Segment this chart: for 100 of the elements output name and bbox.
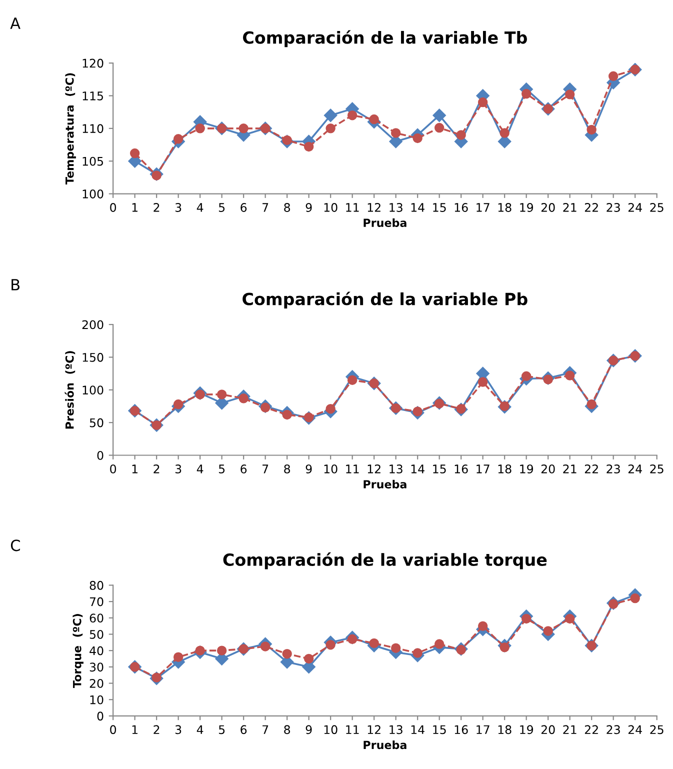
- y-tick-label: 200: [82, 320, 104, 330]
- x-tick-label: 2: [154, 203, 160, 212]
- x-tick-label: 13: [390, 203, 402, 212]
- y-axis-title: Temperatura (ºC): [65, 73, 76, 184]
- y-tick-label: 40: [90, 646, 104, 656]
- x-tick-label: 13: [390, 464, 402, 474]
- x-tick-label: 9: [306, 725, 312, 734]
- x-tick-label: 4: [196, 464, 204, 474]
- y-tick-label: 60: [90, 614, 104, 623]
- x-tick-label: 25: [650, 725, 664, 734]
- x-tick-label: 3: [175, 725, 182, 734]
- x-tick-label: 17: [476, 725, 490, 734]
- x-tick-label: 10: [324, 464, 338, 474]
- x-tick-label: 3: [175, 464, 182, 474]
- y-tick-label: 50: [90, 630, 104, 639]
- x-tick-label: 20: [541, 464, 555, 474]
- y-tick-label: 80: [90, 580, 104, 590]
- x-tick-label: 6: [240, 203, 247, 212]
- x-tick-label: 19: [520, 725, 534, 734]
- text: B: [12, 279, 20, 290]
- x-tick-label: 18: [498, 464, 512, 474]
- x-tick-label: 14: [411, 203, 424, 212]
- x-tick-label: 1: [132, 203, 138, 212]
- x-tick-label: 20: [541, 725, 555, 734]
- x-tick-label: 0: [110, 725, 116, 734]
- x-tick-label: 21: [563, 725, 576, 734]
- x-tick-label: 15: [433, 464, 446, 474]
- x-tick-label: 0: [110, 464, 116, 474]
- x-tick-label: 17: [476, 464, 490, 474]
- x-tick-label: 6: [240, 464, 247, 474]
- x-tick-label: 5: [218, 203, 225, 212]
- x-tick-label: 10: [324, 203, 338, 212]
- y-tick-label: 150: [82, 352, 104, 362]
- x-tick-label: 2: [154, 464, 160, 474]
- x-tick-label: 14: [411, 464, 424, 474]
- text: C: [10, 540, 20, 552]
- x-tick-label: 9: [306, 464, 312, 474]
- x-tick-label: 1: [132, 725, 138, 734]
- x-tick-label: 12: [368, 464, 380, 474]
- x-axis-title: Prueba: [364, 480, 406, 488]
- x-tick-label: 9: [306, 203, 312, 212]
- y-tick-label: 10: [90, 695, 104, 704]
- x-tick-label: 15: [433, 725, 446, 734]
- x-tick-label: 16: [454, 725, 468, 734]
- x-axis-title: Prueba: [364, 740, 406, 750]
- y-tick-label: 50: [90, 418, 104, 428]
- x-tick-label: 17: [476, 203, 490, 212]
- x-tick-label: 4: [196, 203, 204, 212]
- y-axis-title: Torque (ºC): [72, 614, 84, 688]
- x-tick-label: 11: [346, 203, 359, 212]
- x-tick-label: 16: [454, 464, 468, 474]
- x-tick-label: 10: [324, 725, 338, 734]
- x-axis-title: Prueba: [364, 218, 406, 228]
- y-tick-label: 100: [82, 190, 104, 198]
- x-tick-label: 25: [650, 464, 664, 474]
- x-tick-label: 14: [411, 725, 424, 734]
- y-tick-label: 120: [82, 58, 104, 68]
- x-tick-label: 16: [454, 203, 468, 212]
- x-tick-label: 2: [154, 725, 160, 734]
- x-tick-label: 11: [346, 725, 359, 734]
- x-tick-label: 7: [262, 203, 268, 212]
- chart-title: Comparación de la variable Tb: [243, 30, 527, 48]
- x-tick-label: 5: [218, 464, 225, 474]
- text: A: [10, 18, 20, 29]
- x-tick-label: 1: [132, 464, 138, 474]
- x-tick-label: 13: [390, 725, 402, 734]
- x-tick-label: 5: [218, 725, 225, 734]
- x-tick-label: 15: [433, 203, 446, 212]
- y-tick-label: 100: [82, 386, 104, 395]
- x-tick-label: 24: [628, 464, 642, 474]
- x-tick-label: 22: [584, 464, 598, 474]
- x-tick-label: 6: [240, 725, 247, 734]
- x-tick-label: 21: [563, 203, 576, 212]
- y-tick-label: 110: [82, 124, 104, 134]
- y-tick-label: 30: [90, 662, 104, 672]
- x-tick-label: 8: [284, 203, 290, 212]
- x-tick-label: 23: [606, 464, 620, 474]
- y-tick-label: 0: [97, 450, 104, 460]
- x-tick-label: 3: [175, 203, 182, 212]
- x-tick-label: 19: [520, 464, 534, 474]
- x-tick-label: 20: [541, 203, 555, 212]
- x-tick-label: 25: [650, 203, 664, 212]
- x-tick-label: 7: [262, 464, 268, 474]
- y-tick-label: 0: [97, 712, 104, 721]
- x-tick-label: 8: [284, 725, 290, 734]
- chart-title: Comparación de la variable torque: [223, 552, 547, 570]
- x-tick-label: 7: [262, 725, 268, 734]
- x-tick-label: 23: [606, 725, 620, 734]
- x-tick-label: 24: [628, 203, 642, 212]
- x-tick-label: 22: [584, 203, 598, 212]
- x-tick-label: 11: [346, 464, 359, 474]
- x-tick-label: 21: [563, 464, 576, 474]
- x-tick-label: 18: [498, 725, 512, 734]
- y-tick-label: 115: [82, 92, 104, 100]
- x-tick-label: 24: [628, 725, 642, 734]
- x-tick-label: 23: [606, 203, 620, 212]
- x-tick-label: 0: [110, 203, 116, 212]
- y-axis-title: Presión (ºC): [64, 351, 76, 429]
- y-tick-label: 70: [90, 597, 104, 606]
- y-tick-label: 105: [82, 156, 104, 166]
